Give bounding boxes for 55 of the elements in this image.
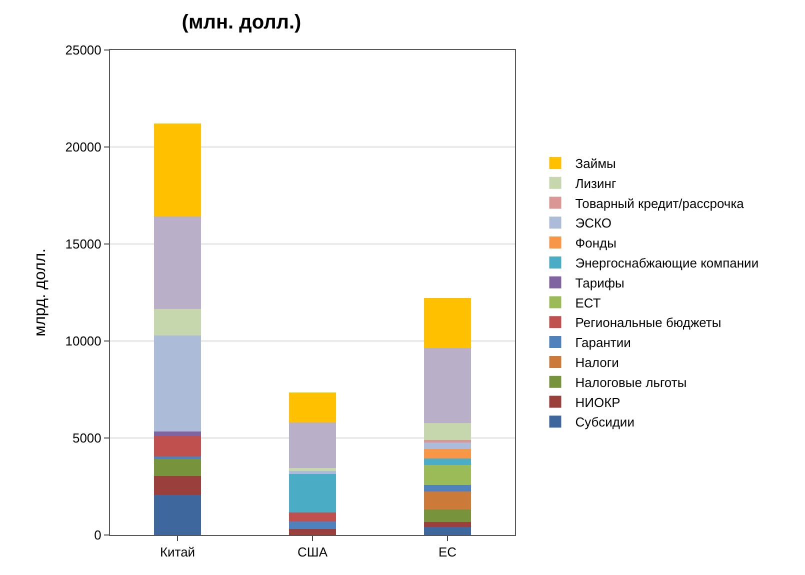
- bar: [154, 436, 202, 457]
- x-tick-label: Китай: [160, 544, 196, 560]
- bar: [288, 422, 336, 468]
- bar: [154, 432, 202, 436]
- bar: [288, 474, 336, 512]
- bar: [154, 336, 202, 432]
- bar: [154, 309, 202, 336]
- bar: [424, 298, 472, 348]
- legend-label: Лизинг: [575, 176, 616, 191]
- legend-label: Региональные бюджеты: [575, 315, 722, 330]
- y-tick-label: 10000: [65, 334, 102, 349]
- y-tick-label: 0: [94, 528, 102, 543]
- legend-label: Товарный кредит/рассрочка: [575, 196, 745, 211]
- y-tick-label: 25000: [65, 42, 102, 58]
- bar: [424, 458, 472, 465]
- bar: [154, 124, 202, 217]
- bar: [154, 495, 202, 535]
- x-tick-label: ЕС: [438, 544, 457, 560]
- legend-label: Фонды: [575, 236, 616, 251]
- legend-label: ЭСКО: [575, 216, 612, 231]
- legend-label: Гарантии: [575, 335, 631, 350]
- bar: [424, 509, 472, 522]
- x-tick-label: США: [298, 544, 328, 560]
- bar: [424, 527, 472, 535]
- legend-label: Тарифы: [575, 275, 624, 290]
- bar: [424, 485, 472, 492]
- bar: [424, 440, 472, 442]
- legend-label: Субсидии: [575, 414, 634, 430]
- bar: [424, 464, 472, 486]
- bar: [424, 449, 472, 458]
- bar: [288, 512, 336, 522]
- y-tick-label: 20000: [65, 140, 102, 155]
- bar: [154, 476, 202, 496]
- y-tick-label: 15000: [65, 236, 102, 252]
- chart-title: (млн. долл.): [182, 11, 302, 34]
- bar: [154, 459, 202, 476]
- bar: [288, 392, 336, 422]
- bar: [424, 348, 472, 423]
- y-tick-label: 5000: [72, 430, 102, 446]
- legend-label: Налоги: [575, 355, 619, 370]
- bar: [424, 422, 472, 440]
- bar: [288, 521, 336, 530]
- legend-label: Энергоснабжающие компании: [575, 256, 759, 271]
- bar: [154, 216, 202, 310]
- bar: [424, 491, 472, 510]
- bar: [424, 442, 472, 450]
- bar: [288, 529, 336, 535]
- legend-label: НИОКР: [575, 394, 620, 410]
- legend-label: Налоговые льготы: [575, 374, 687, 390]
- bar: [154, 456, 202, 460]
- bar: [424, 522, 472, 528]
- legend-label: ЕСТ: [575, 295, 601, 310]
- legend-label: Займы: [575, 156, 616, 172]
- bar: [288, 468, 336, 471]
- y-axis-title: млрд. долл.: [32, 248, 50, 337]
